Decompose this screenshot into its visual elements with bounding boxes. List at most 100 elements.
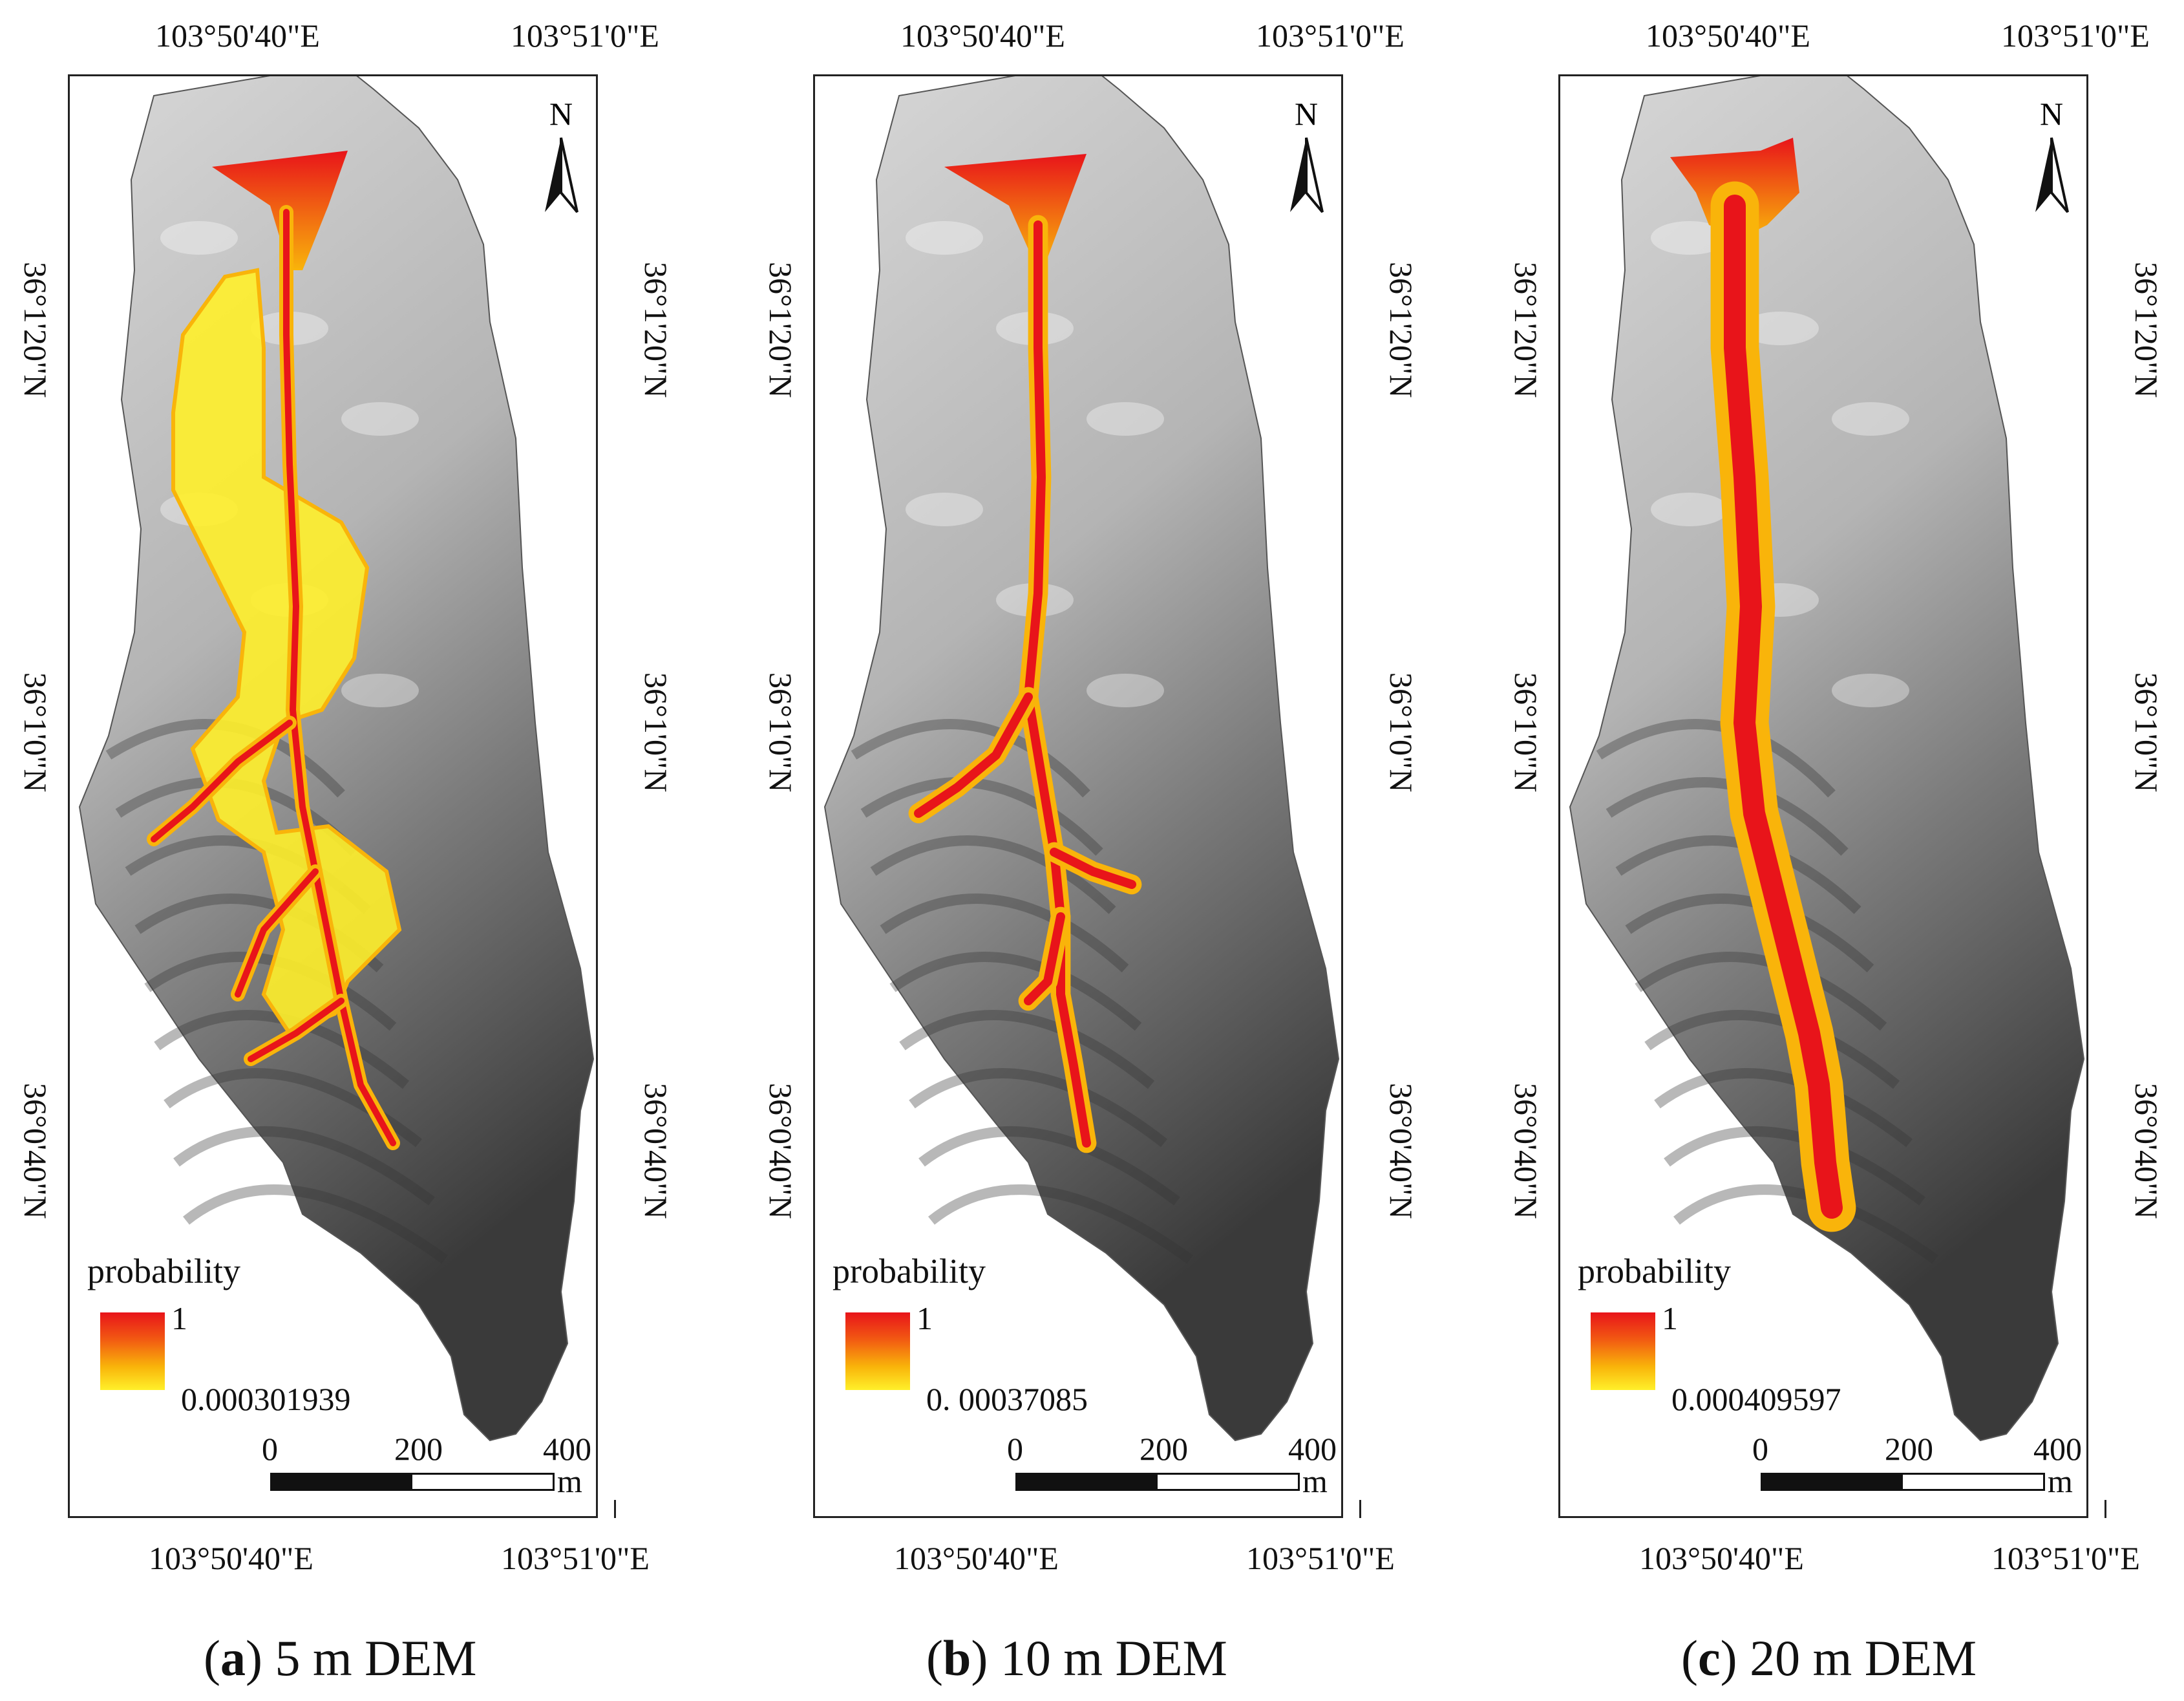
top-lon-right-label: 103°51'0"E — [511, 17, 659, 54]
scale-bar — [1015, 1473, 1300, 1491]
terrain-highlight — [341, 674, 419, 707]
flow-probability-zone — [171, 268, 402, 1036]
map-panel-2: 103°50'40"E 103°51'0"E 103°50'40"E 103°51'0… — [745, 0, 1495, 1701]
scale-tick-label: 0 — [1007, 1431, 1023, 1467]
flow-path — [1024, 220, 1091, 1148]
caption-text: 5 m DEM — [262, 1630, 477, 1686]
bottom-lon-left-label: 103°50'40"E — [149, 1540, 313, 1576]
terrain-ridge — [851, 719, 1090, 798]
caption-letter: c — [1697, 1630, 1721, 1686]
flow-path — [1050, 848, 1136, 889]
caption-letter: b — [942, 1630, 971, 1686]
scale-bar — [270, 1473, 555, 1491]
legend-color-ramp — [1591, 1312, 1655, 1390]
bottom-lon-right-label: 103°51'0"E — [1991, 1540, 2140, 1576]
lat-left-label: 36°1'20"N — [17, 262, 54, 398]
map-panel-1: 103°50'40"E 103°51'0"E 103°50'40"E 103°51'0… — [0, 0, 750, 1701]
flow-path — [914, 692, 1033, 818]
map-canvas: N — [78, 76, 595, 1442]
terrain-highlight — [906, 493, 983, 526]
legend-title: probability — [87, 1252, 240, 1290]
scale-bar — [1761, 1473, 2045, 1491]
lat-right-label: 36°1'20"N — [638, 262, 674, 398]
legend-max-label: 1 — [1662, 1300, 1678, 1336]
caption-open-paren: ( — [926, 1630, 943, 1686]
legend-color-ramp — [100, 1312, 165, 1390]
legend-min-label: 0.000301939 — [181, 1381, 351, 1417]
watershed-dem — [1569, 76, 2085, 1442]
map-frame: N — [813, 74, 1343, 1518]
flow-path — [235, 868, 319, 998]
bottom-lon-right-label: 103°51'0"E — [501, 1540, 650, 1576]
terrain-ridge — [1673, 1184, 1938, 1264]
caption-open-paren: ( — [1681, 1630, 1698, 1686]
north-arrow-icon: N — [545, 96, 578, 213]
terrain-ridge — [1596, 719, 1836, 798]
lon-tick — [614, 1500, 616, 1518]
lat-left-label: 36°1'20"N — [1508, 262, 1544, 398]
lat-left-label: 36°0'40"N — [1508, 1083, 1544, 1219]
watershed-dem — [78, 76, 595, 1442]
lat-left-label: 36°1'0"N — [1508, 672, 1544, 793]
watershed-dem — [823, 76, 1340, 1442]
lat-right-label: 36°1'20"N — [1383, 262, 1419, 398]
flow-path — [151, 720, 293, 842]
lat-left-label: 36°1'0"N — [763, 672, 799, 793]
legend-title: probability — [832, 1252, 986, 1290]
bottom-lon-left-label: 103°50'40"E — [1639, 1540, 1804, 1576]
terrain-highlight — [1832, 674, 1909, 707]
legend-color-ramp — [845, 1312, 910, 1390]
terrain-highlight — [1832, 402, 1909, 436]
map-canvas: N — [1569, 76, 2085, 1442]
scale-tick-label: 0 — [1752, 1431, 1768, 1467]
top-lon-right-label: 103°51'0"E — [2001, 17, 2150, 54]
scale-tick-label: 200 — [1140, 1431, 1188, 1467]
terrain-ridge — [918, 1126, 1180, 1206]
lon-tick — [2104, 1500, 2106, 1518]
north-arrow-icon: N — [1290, 96, 1324, 213]
scale-tick-label: 400 — [543, 1431, 591, 1467]
panel-caption: (c) 20 m DEM — [1681, 1629, 1977, 1687]
panel-caption: (b) 10 m DEM — [926, 1629, 1227, 1687]
top-lon-right-label: 103°51'0"E — [1256, 17, 1405, 54]
caption-text: 10 m DEM — [988, 1630, 1227, 1686]
flow-path — [248, 998, 345, 1062]
legend-title: probability — [1578, 1252, 1731, 1290]
lat-left-label: 36°0'40"N — [17, 1083, 54, 1219]
terrain-ridge — [899, 1010, 1155, 1089]
top-lon-left-label: 103°50'40"E — [900, 17, 1065, 54]
panel-caption: (a) 5 m DEM — [204, 1629, 476, 1687]
lat-left-label: 36°1'0"N — [17, 672, 54, 793]
north-arrow-icon: N — [2035, 96, 2069, 213]
terrain-ridge — [144, 952, 397, 1031]
lat-right-label: 36°0'40"N — [1383, 1083, 1419, 1219]
caption-open-paren: ( — [204, 1630, 220, 1686]
terrain-highlight — [1087, 674, 1164, 707]
scale-tick-label: 200 — [394, 1431, 443, 1467]
terrain-ridge — [909, 1068, 1167, 1148]
terrain-ridge — [1615, 835, 1861, 914]
terrain-ridge — [880, 893, 1129, 972]
map-canvas: N — [823, 76, 1340, 1442]
legend-min-label: 0.000409597 — [1671, 1381, 1841, 1417]
caption-close-paren: ) — [245, 1630, 262, 1686]
terrain-ridge — [1654, 1068, 1913, 1148]
terrain-ridge — [154, 1010, 410, 1089]
caption-close-paren: ) — [1720, 1630, 1737, 1686]
flow-path — [1724, 195, 1843, 1219]
lat-left-label: 36°0'40"N — [763, 1083, 799, 1219]
terrain-highlight — [160, 221, 238, 255]
terrain-highlight — [1651, 221, 1728, 255]
scale-tick-label: 0 — [262, 1431, 278, 1467]
lat-right-label: 36°1'0"N — [638, 672, 674, 793]
caption-text: 20 m DEM — [1737, 1630, 1977, 1686]
terrain-highlight — [906, 221, 983, 255]
bottom-lon-left-label: 103°50'40"E — [894, 1540, 1059, 1576]
terrain-ridge — [928, 1184, 1193, 1264]
map-panel-3: 103°50'40"E 103°51'0"E 103°50'40"E 103°51'0… — [1490, 0, 2184, 1701]
terrain-ridge — [1664, 1126, 1925, 1206]
legend-max-label: 1 — [171, 1300, 187, 1336]
flow-source-zone — [944, 154, 1087, 264]
scale-tick-label: 400 — [1288, 1431, 1337, 1467]
scale-unit-label: m — [557, 1463, 582, 1499]
